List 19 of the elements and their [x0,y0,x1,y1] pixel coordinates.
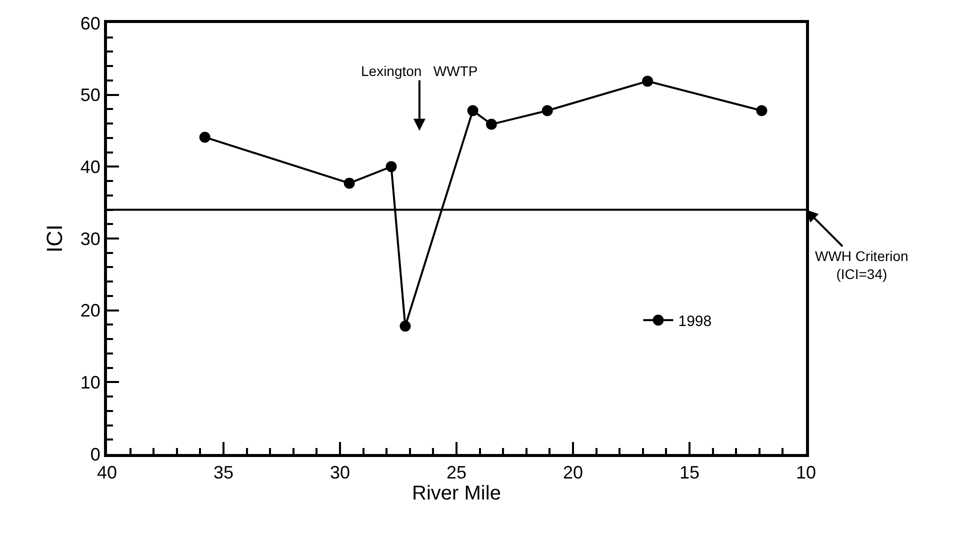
legend-label: 1998 [678,312,712,330]
x-tick-label: 15 [679,462,700,483]
x-tick-label: 30 [330,462,350,483]
y-tick-label: 20 [80,300,100,321]
y-tick-label: 0 [90,444,100,464]
annotation: WWH Criterion (ICI=34) [815,248,908,282]
y-tick-label: 30 [80,228,100,249]
x-tick-label: 25 [446,462,467,483]
y-axis-title: ICI [42,224,68,253]
y-tick-label: 40 [80,156,100,177]
x-tick-label: 20 [562,462,584,483]
y-tick-label: 50 [80,85,100,106]
y-tick-label: 10 [80,372,100,392]
x-axis-title: River Mile [412,482,501,505]
annotation: Lexington WWTP [361,63,478,79]
x-tick-label: 35 [213,462,234,483]
x-tick-label: 40 [96,462,118,483]
x-tick-label: 10 [796,462,816,483]
y-tick-label: 60 [80,13,100,34]
